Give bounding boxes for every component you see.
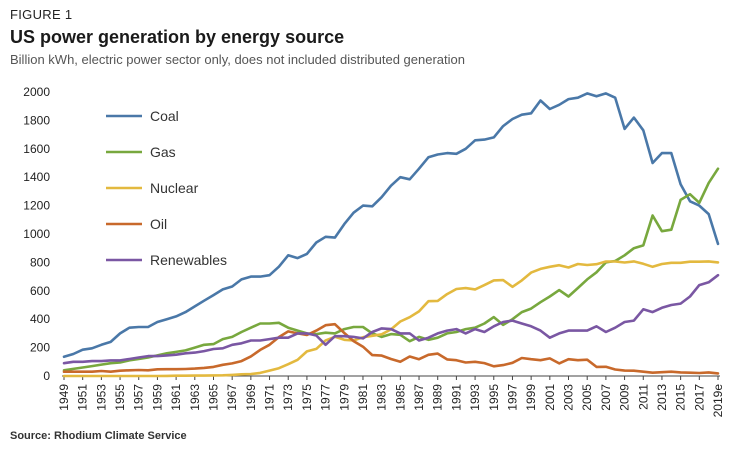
- x-tick-label: 2007: [599, 384, 613, 411]
- x-tick-label: 1953: [94, 384, 108, 411]
- x-tick-label: 1961: [169, 384, 183, 411]
- legend-label: Gas: [150, 144, 176, 160]
- series-line-coal: [62, 92, 720, 359]
- x-tick-label: 2011: [636, 384, 650, 410]
- y-tick-label: 1800: [23, 113, 50, 127]
- x-tick-label: 2017: [692, 384, 706, 411]
- x-tick-label: 2019e: [711, 384, 725, 418]
- x-tick-label: 1981: [356, 384, 370, 411]
- x-tick-label: 1979: [337, 384, 351, 411]
- chart-title: US power generation by energy source: [10, 27, 345, 47]
- x-tick-label: 1957: [132, 384, 146, 411]
- x-tick-label: 1985: [393, 384, 407, 411]
- y-tick-label: 1600: [23, 142, 50, 156]
- x-tick-label: 1967: [225, 384, 239, 411]
- x-tick-label: 2013: [655, 384, 669, 411]
- legend-label: Renewables: [150, 252, 227, 268]
- x-tick-label: 1963: [188, 384, 202, 411]
- series-layer: [62, 92, 720, 378]
- chart-subtitle: Billion kWh, electric power sector only,…: [10, 52, 465, 67]
- y-tick-label: 800: [30, 255, 50, 269]
- x-tick-label: 1991: [449, 384, 463, 411]
- x-tick-label: 1993: [468, 384, 482, 411]
- series-line-gas: [62, 167, 720, 372]
- x-tick-label: 1997: [505, 384, 519, 411]
- figure-label: FIGURE 1: [10, 7, 73, 22]
- series-line-renewables: [62, 273, 720, 365]
- y-tick-label: 1200: [23, 199, 50, 213]
- y-tick-label: 2000: [23, 85, 50, 99]
- x-tick-label: 1975: [300, 384, 314, 411]
- x-tick-label: 1969: [244, 384, 258, 411]
- legend-label: Nuclear: [150, 180, 199, 196]
- x-tick-label: 1999: [524, 384, 538, 411]
- legend-label: Oil: [150, 216, 167, 232]
- source-note: Source: Rhodium Climate Service: [10, 430, 187, 442]
- y-axis: 0 200 400 600 800 1000 1200 1400 1600 1800 2000: [23, 85, 50, 383]
- x-tick-label: 2005: [580, 384, 594, 411]
- y-tick-label: 200: [30, 341, 50, 355]
- x-tick-label: 2001: [543, 384, 557, 411]
- x-tick-label: 1987: [412, 384, 426, 411]
- series-line-oil: [62, 322, 720, 375]
- x-tick-label: 2009: [618, 384, 632, 411]
- y-tick-label: 0: [43, 369, 50, 383]
- x-tick-label: 2015: [674, 384, 688, 411]
- x-tick-label: 1959: [150, 384, 164, 411]
- x-tick-label: 1995: [487, 384, 501, 411]
- x-tick-label: 1983: [375, 384, 389, 411]
- y-tick-label: 1000: [23, 227, 50, 241]
- x-tick-label: 1973: [281, 384, 295, 411]
- x-tick-label: 1951: [76, 384, 90, 411]
- y-tick-label: 1400: [23, 170, 50, 184]
- legend: Coal Gas Nuclear Oil Renewables: [106, 108, 227, 268]
- x-tick-label: 1971: [263, 384, 277, 411]
- x-tick-label: 1977: [319, 384, 333, 411]
- legend-label: Coal: [150, 108, 179, 124]
- x-tick-label: 1949: [57, 384, 71, 411]
- y-tick-label: 400: [30, 312, 50, 326]
- x-tick-label: 2003: [562, 384, 576, 411]
- x-tick-label: 1955: [113, 384, 127, 411]
- x-tick-label: 1989: [431, 384, 445, 411]
- x-axis: 1949 1951 1953 1955 1957 1959 1961 1963 1965 1967…: [57, 375, 725, 418]
- y-tick-label: 600: [30, 284, 50, 298]
- x-tick-label: 1965: [206, 384, 220, 411]
